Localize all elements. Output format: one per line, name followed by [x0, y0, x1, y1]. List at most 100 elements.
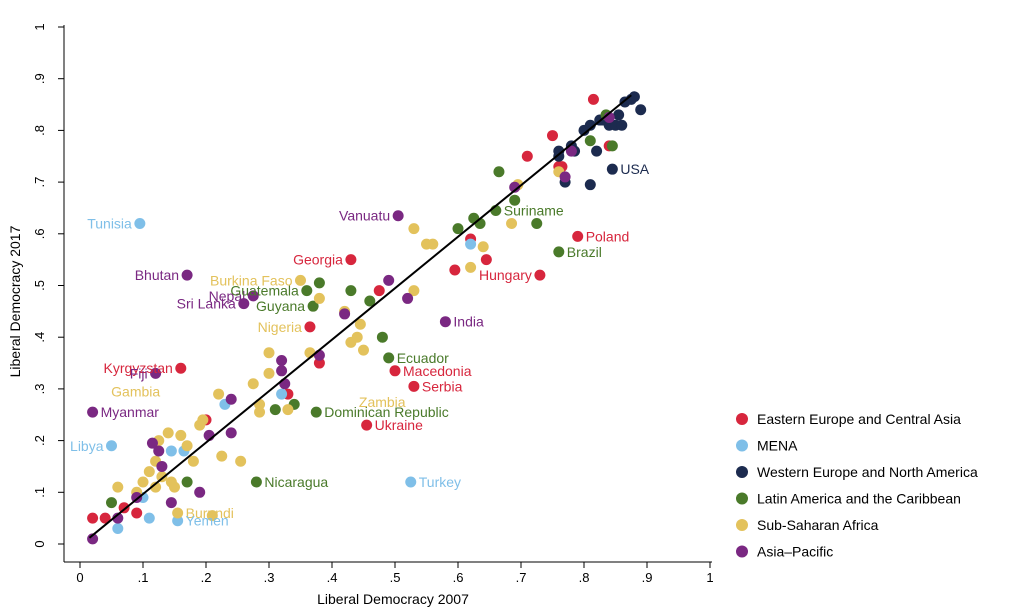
x-tick-label: .2 — [201, 570, 212, 585]
x-ticks: 0 .1 .2 .3 .4 .5 .6 .7 .8 .9 1 — [76, 562, 714, 585]
data-point — [553, 145, 565, 157]
y-axis-title: Liberal Democracy 2017 — [7, 225, 23, 377]
data-point — [87, 512, 99, 524]
data-point — [565, 145, 577, 157]
data-point — [134, 217, 146, 229]
data-point — [156, 460, 168, 472]
point-label: Burundi — [186, 505, 234, 521]
data-point — [146, 437, 158, 449]
data-point — [276, 365, 288, 377]
data-point — [584, 119, 596, 131]
data-point — [509, 181, 521, 193]
data-point — [531, 217, 543, 229]
data-point — [99, 512, 111, 524]
x-tick-label: .9 — [642, 570, 653, 585]
data-point — [263, 347, 275, 359]
data-point — [162, 427, 174, 439]
point-label: Ecuador — [397, 350, 449, 366]
legend: Eastern Europe and Central Asia MENA Weste… — [736, 411, 978, 560]
data-point — [106, 440, 117, 452]
data-point — [225, 427, 237, 439]
point-label: Georgia — [293, 252, 343, 268]
point-label: Yemen — [186, 513, 229, 529]
data-point — [345, 285, 357, 297]
x-tick-label: .4 — [327, 570, 338, 585]
data-point — [156, 471, 168, 483]
legend-label: Eastern Europe and Central Asia — [757, 411, 961, 427]
x-tick-label: .3 — [264, 570, 275, 585]
point-label: Nicaragua — [264, 474, 328, 490]
data-point — [165, 497, 177, 509]
data-point — [559, 171, 571, 183]
data-point — [295, 274, 306, 286]
data-point — [408, 380, 420, 392]
point-label: Ukraine — [375, 417, 423, 433]
point-label: Zambia — [359, 394, 406, 410]
data-point — [613, 109, 625, 121]
data-point — [439, 316, 451, 328]
data-point — [206, 510, 218, 522]
data-point — [175, 429, 187, 441]
data-point — [276, 388, 288, 400]
data-point — [235, 455, 247, 467]
data-point — [247, 290, 259, 302]
data-point — [143, 512, 155, 524]
data-point — [358, 344, 369, 356]
legend-marker — [736, 519, 748, 531]
x-tick-label: 0 — [76, 570, 83, 585]
data-point — [304, 321, 316, 333]
data-point — [310, 406, 322, 418]
fit-line — [88, 94, 632, 539]
data-point — [628, 91, 640, 103]
data-point — [153, 445, 165, 457]
point-label: Nepal — [209, 288, 246, 304]
y-tick-label: .1 — [32, 487, 47, 498]
data-point — [279, 378, 291, 390]
data-point — [165, 445, 177, 457]
data-point — [339, 308, 351, 320]
data-points — [87, 91, 647, 545]
data-point — [572, 230, 584, 242]
x-tick-label: .1 — [138, 570, 149, 585]
data-point — [238, 298, 250, 310]
point-label: Nigeria — [258, 319, 303, 335]
legend-label: Latin America and the Caribbean — [757, 491, 961, 507]
data-point — [301, 285, 313, 297]
data-point — [389, 365, 401, 377]
point-label: Gambia — [111, 383, 160, 399]
data-point — [521, 150, 533, 162]
data-point — [591, 145, 603, 157]
point-label: Sri Lanka — [177, 296, 236, 312]
data-point — [584, 179, 596, 191]
data-point — [169, 481, 180, 493]
data-point — [181, 476, 193, 488]
point-label: Vanuatu — [339, 208, 390, 224]
data-point — [408, 223, 420, 235]
data-point — [269, 404, 281, 416]
legend-marker — [736, 492, 748, 505]
legend-marker — [736, 413, 748, 425]
legend-marker — [736, 439, 748, 452]
data-point — [402, 292, 414, 304]
data-point — [449, 264, 461, 276]
data-point — [172, 515, 184, 527]
data-point — [313, 349, 325, 361]
data-point — [150, 367, 162, 379]
data-point — [427, 238, 439, 250]
point-label: Suriname — [504, 203, 564, 219]
x-axis-title: Liberal Democracy 2007 — [317, 591, 469, 607]
data-point — [131, 507, 143, 519]
data-point — [364, 295, 376, 307]
data-point — [345, 254, 357, 266]
y-tick-label: .2 — [32, 435, 47, 446]
data-point — [87, 533, 99, 545]
data-point — [606, 140, 618, 152]
data-point — [465, 261, 477, 273]
data-point — [383, 352, 395, 364]
legend-label: MENA — [757, 438, 798, 454]
data-point — [606, 163, 618, 175]
data-point — [106, 497, 117, 509]
data-point — [313, 357, 325, 369]
data-point — [172, 507, 184, 519]
